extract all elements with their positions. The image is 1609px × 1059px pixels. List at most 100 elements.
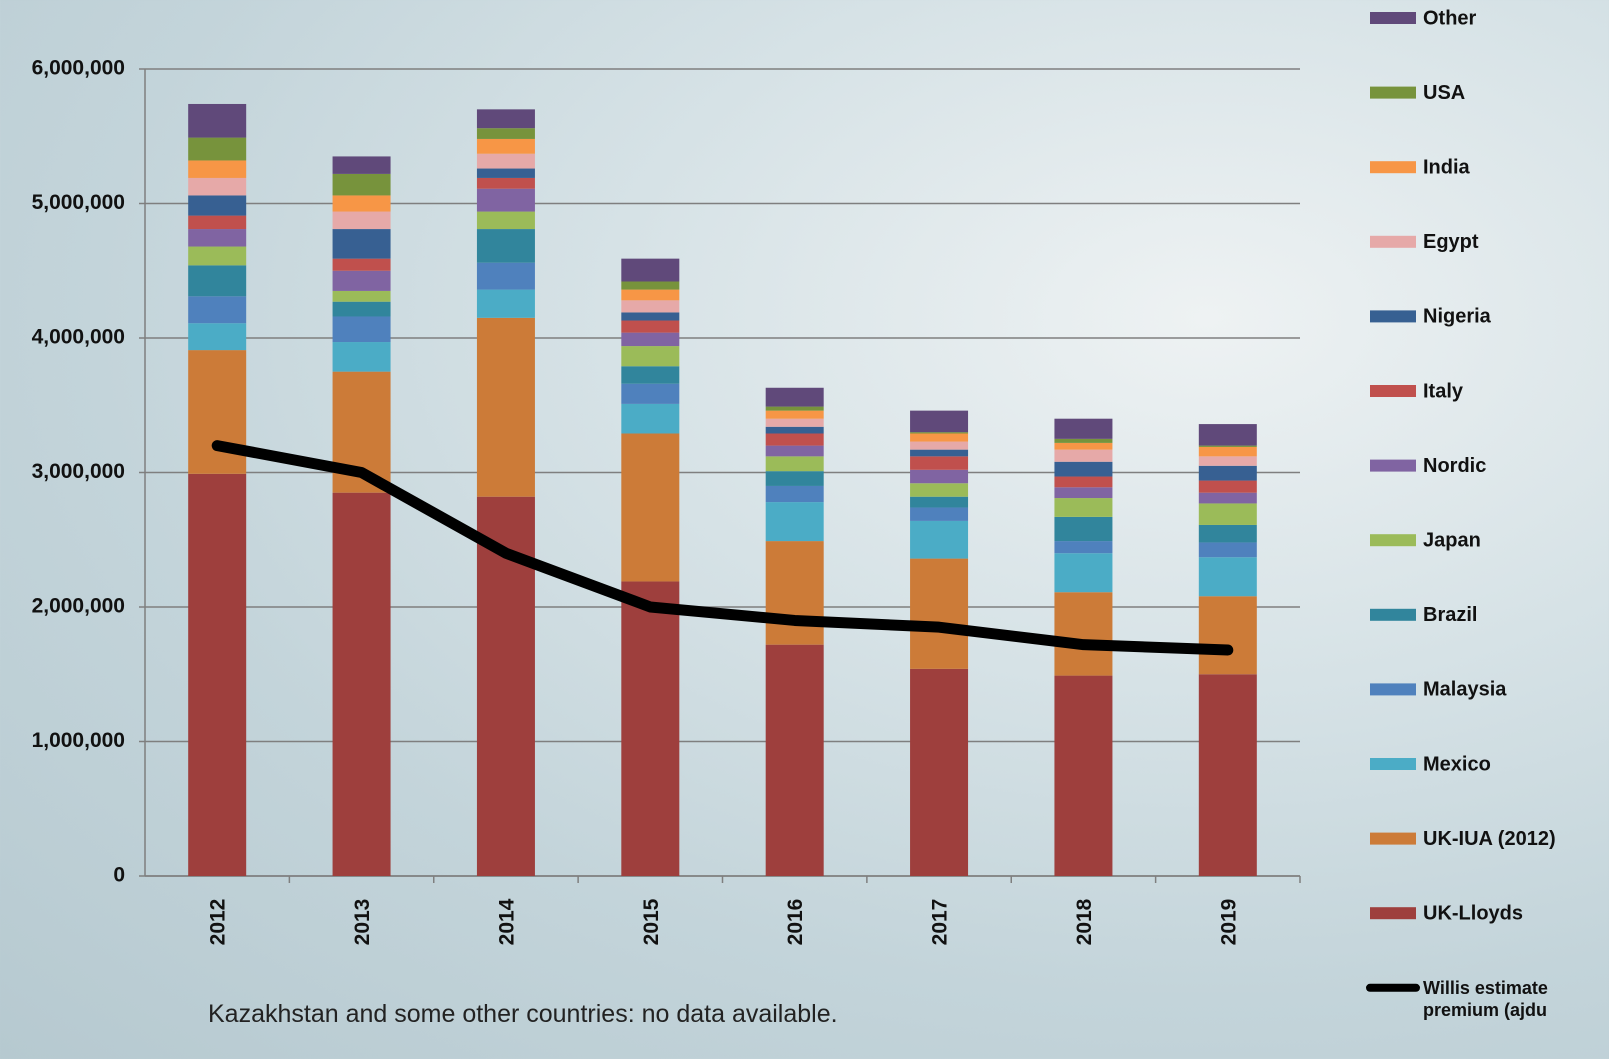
bar-segment xyxy=(188,229,246,246)
bar-segment xyxy=(1054,676,1112,876)
bar-segment xyxy=(1199,456,1257,465)
y-tick-label: 0 xyxy=(113,864,125,887)
bar-segment xyxy=(477,263,535,290)
bar-segment xyxy=(766,471,824,486)
bar-segment xyxy=(188,247,246,266)
bar-segment xyxy=(1054,541,1112,553)
bar-segment xyxy=(1054,462,1112,477)
legend-swatch xyxy=(1370,683,1416,695)
legend-swatch xyxy=(1370,12,1416,24)
bar-segment xyxy=(766,427,824,434)
y-tick-label: 1,000,000 xyxy=(32,729,125,752)
legend-label: UK-IUA (2012) xyxy=(1423,828,1556,850)
bar-segment xyxy=(333,195,391,211)
bar-segment xyxy=(477,178,535,189)
bar-segment xyxy=(333,271,391,291)
y-tick-label: 2,000,000 xyxy=(32,595,125,618)
bar-segment xyxy=(477,229,535,263)
bar-segment xyxy=(333,316,391,342)
y-tick-label: 6,000,000 xyxy=(32,57,125,80)
legend-label: India xyxy=(1423,156,1471,178)
bar-segment xyxy=(188,265,246,296)
bar-segment xyxy=(910,507,968,520)
bar-segment xyxy=(910,411,968,433)
bar-segment xyxy=(333,212,391,229)
bar-segment xyxy=(1199,525,1257,542)
legend-label: Malaysia xyxy=(1423,679,1507,701)
bar-segment xyxy=(1199,447,1257,456)
bar-segment xyxy=(333,229,391,259)
legend-label: Nigeria xyxy=(1423,306,1492,328)
bar-segment xyxy=(1054,498,1112,517)
legend-label: Japan xyxy=(1423,529,1481,551)
bar-segment xyxy=(766,433,824,445)
x-tick-label: 2013 xyxy=(351,899,374,946)
bar-segment xyxy=(333,291,391,302)
legend-label: Brazil xyxy=(1423,604,1477,626)
bar-segment xyxy=(333,156,391,173)
legend-swatch xyxy=(1370,236,1416,248)
legend-swatch xyxy=(1370,907,1416,919)
bar-segment xyxy=(910,442,968,450)
bar-segment xyxy=(1054,419,1112,439)
bar-segment xyxy=(477,212,535,229)
legend-label: Other xyxy=(1423,7,1477,29)
bar-segment xyxy=(333,259,391,271)
page: {"chart_data": {"type": "bar", "stacked"… xyxy=(0,0,1609,1059)
bar-segment xyxy=(333,342,391,372)
bar-segment xyxy=(621,300,679,312)
bar-segment xyxy=(1199,446,1257,447)
legend-label: Willis estimate premium (ajdu xyxy=(1423,977,1609,1021)
bar-segment xyxy=(766,541,824,645)
bar-segment xyxy=(621,384,679,404)
bar-segment xyxy=(1054,443,1112,450)
bar-segment xyxy=(910,483,968,496)
bar-segment xyxy=(910,497,968,508)
bar-segment xyxy=(477,318,535,497)
bar-segment xyxy=(910,669,968,876)
bar-segment xyxy=(621,404,679,434)
legend-swatch xyxy=(1370,161,1416,173)
bar-segment xyxy=(1199,557,1257,596)
bar-segment xyxy=(621,312,679,320)
bar-segment xyxy=(1199,674,1257,876)
bar-segment xyxy=(188,350,246,474)
bar-segment xyxy=(766,446,824,457)
bar-segment xyxy=(766,388,824,407)
bar-segment xyxy=(188,138,246,161)
y-tick-label: 4,000,000 xyxy=(32,326,125,349)
bar-segment xyxy=(766,456,824,471)
bar-segment xyxy=(333,302,391,317)
bar-segment xyxy=(766,411,824,419)
legend-swatch xyxy=(1370,460,1416,472)
bar-segment xyxy=(910,470,968,483)
bar-segment xyxy=(910,432,968,433)
bar-segment xyxy=(1199,466,1257,481)
bar-segment xyxy=(766,486,824,502)
y-tick-label: 5,000,000 xyxy=(32,191,125,214)
bar-segment xyxy=(1054,592,1112,675)
bar-segment xyxy=(1199,596,1257,674)
x-tick-label: 2019 xyxy=(1217,899,1240,946)
bar-segment xyxy=(188,195,246,215)
bar-segment xyxy=(477,290,535,318)
chart: 0 1,000,000 2,000,000 3,000,000 4,000,000 5,0… xyxy=(0,0,1609,1059)
bar-segment xyxy=(910,456,968,469)
bar-segment xyxy=(621,290,679,301)
x-tick-label: 2012 xyxy=(207,899,230,946)
bar-segment xyxy=(621,259,679,282)
x-tick-label: 2018 xyxy=(1073,898,1096,945)
bar-segment xyxy=(1054,439,1112,443)
legend-label: Mexico xyxy=(1423,753,1491,775)
y-tick-label: 3,000,000 xyxy=(32,460,125,483)
legend-swatch xyxy=(1370,385,1416,397)
bar-segment xyxy=(477,154,535,169)
bar-segment xyxy=(1199,481,1257,493)
bar-segment xyxy=(188,178,246,195)
bar-segment xyxy=(621,321,679,333)
legend-label: Italy xyxy=(1423,380,1464,402)
x-tick-label: 2014 xyxy=(495,898,518,945)
x-tick-label: 2015 xyxy=(640,898,663,945)
bar-segment xyxy=(188,296,246,323)
bar-segment xyxy=(621,433,679,581)
